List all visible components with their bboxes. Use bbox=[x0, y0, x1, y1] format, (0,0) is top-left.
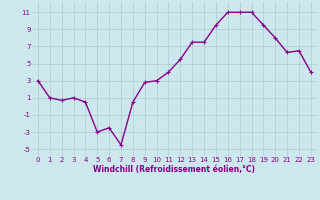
X-axis label: Windchill (Refroidissement éolien,°C): Windchill (Refroidissement éolien,°C) bbox=[93, 165, 255, 174]
